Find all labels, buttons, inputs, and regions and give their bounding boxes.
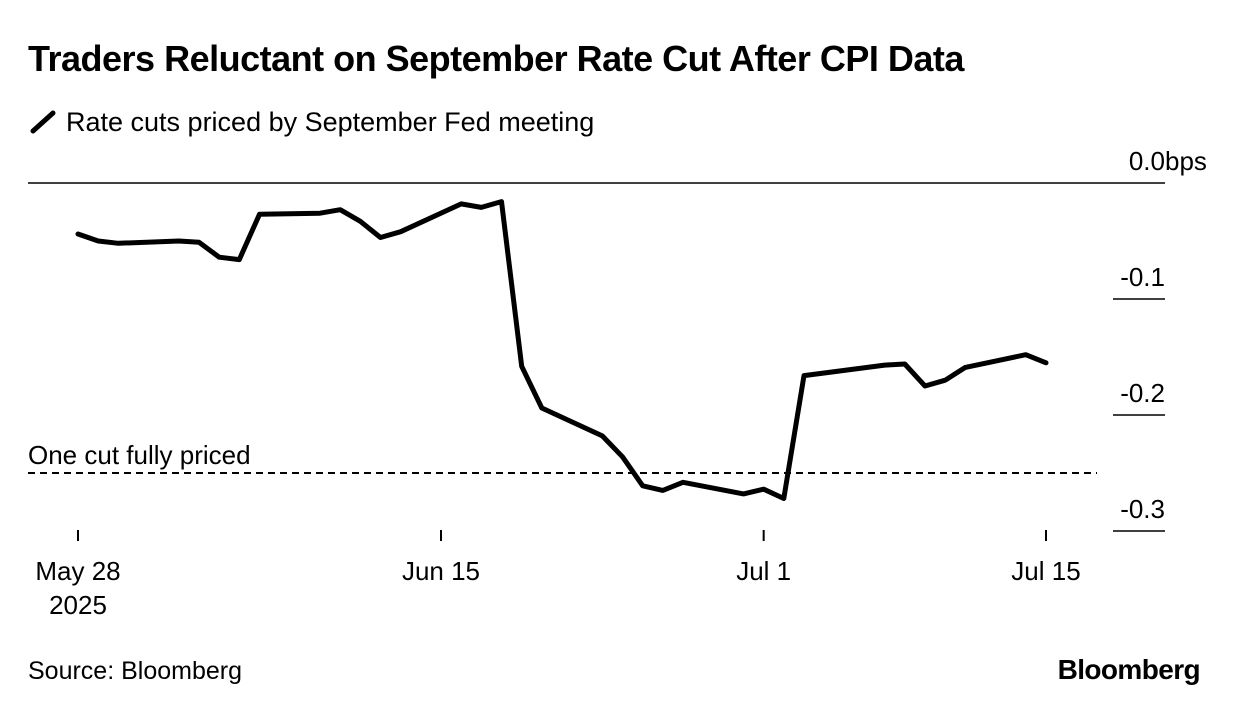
chart-title: Traders Reluctant on September Rate Cut …	[28, 38, 964, 79]
y-axis-unit: bps	[1165, 146, 1207, 176]
x-tick-label: Jun 15	[402, 556, 480, 586]
legend-swatch	[30, 110, 56, 134]
brand-logo: Bloomberg	[1057, 654, 1201, 685]
y-axis: 0.0 bps -0.1 -0.2 -0.3	[1113, 146, 1207, 532]
x-tick-label: Jul 1	[736, 556, 791, 586]
reference-layer: One cut fully priced	[28, 440, 1097, 474]
y-tick-label: 0.0	[1129, 146, 1165, 176]
y-tick-label: -0.2	[1120, 378, 1165, 408]
y-tick-label: -0.3	[1120, 494, 1165, 524]
y-tick-label: -0.1	[1120, 262, 1165, 292]
legend: Rate cuts priced by September Fed meetin…	[28, 104, 594, 140]
x-tick-label: May 28	[35, 556, 120, 586]
x-tick-label: Jul 15	[1011, 556, 1080, 586]
reference-line-label: One cut fully priced	[28, 440, 251, 470]
series-line-0	[75, 199, 1049, 501]
legend-label: Rate cuts priced by September Fed meetin…	[66, 106, 595, 137]
x-axis: May 28 2025 Jun 15 Jul 1 Jul 15	[35, 530, 1081, 620]
source-note: Source: Bloomberg	[28, 657, 243, 685]
x-tick-sublabel: 2025	[49, 590, 107, 620]
series-layer	[75, 199, 1049, 501]
